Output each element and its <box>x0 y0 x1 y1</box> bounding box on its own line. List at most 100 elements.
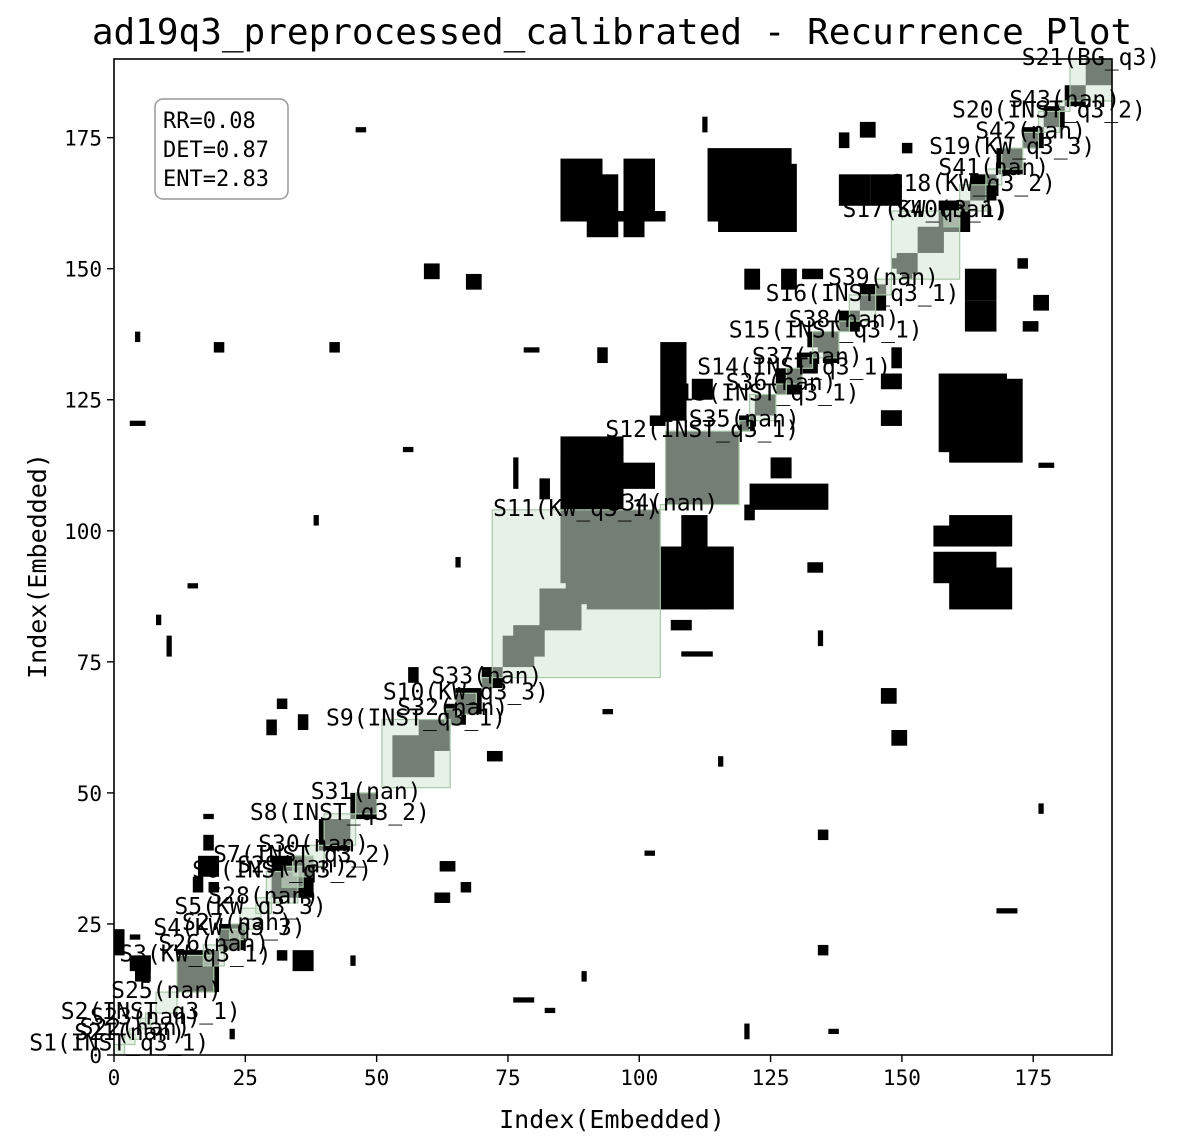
segment-label: S10(KW_q3_3) <box>383 679 549 705</box>
recurrence-point <box>691 378 713 400</box>
recurrence-point <box>276 698 288 710</box>
segment-region <box>1037 110 1061 133</box>
recurrence-point <box>486 750 503 762</box>
segment-region <box>1069 58 1113 102</box>
recurrence-point <box>455 557 461 568</box>
recurrence-point <box>870 174 902 206</box>
recurrence-point <box>828 1028 839 1035</box>
recurrence-point <box>408 667 419 683</box>
segment-label: S14(INST_q3_1) <box>697 354 891 380</box>
segment-label: S37(nan) <box>752 344 863 370</box>
recurrence-point <box>649 415 666 426</box>
recurrence-point <box>523 347 540 353</box>
segment-region <box>355 792 378 815</box>
recurrence-point <box>135 331 141 343</box>
recurrence-point <box>817 829 829 841</box>
segment-label: S15(INST_q3_1) <box>729 318 923 344</box>
segment-region <box>481 676 493 689</box>
recurrence-point <box>733 190 750 201</box>
stats-box-frame <box>154 98 289 200</box>
x-axis-ticks: 0 25 50 75 100 125 150 175 <box>108 1055 1052 1090</box>
segment-region <box>848 294 877 322</box>
segment-region <box>838 320 850 333</box>
recurrence-point <box>1033 294 1049 311</box>
recurrence-point <box>434 892 451 903</box>
segment-label: S18(KW_q3_2) <box>890 171 1056 197</box>
recurrence-point <box>156 614 162 626</box>
x-tick-label: 25 <box>233 1066 258 1090</box>
segment-label: S38(nan) <box>789 307 900 333</box>
stat-ent: ENT=2.83 <box>163 167 269 192</box>
segment-label: S26(nan) <box>158 931 269 957</box>
stat-rr: RR=0.08 <box>163 109 256 134</box>
segment-label: S34(nan) <box>608 491 719 517</box>
recurrence-point <box>891 729 908 746</box>
segment-label: S2(INST_q3_1) <box>61 999 241 1025</box>
recurrence-point <box>276 950 288 961</box>
recurrence-point <box>623 163 645 238</box>
recurrence-point <box>192 876 204 893</box>
recurrence-point <box>660 342 687 421</box>
recurrence-point <box>718 756 724 767</box>
segment-label: S33(nan) <box>432 664 543 690</box>
x-tick-label: 175 <box>1014 1066 1052 1090</box>
stats-box: RR=0.08 DET=0.87 ENT=2.83 <box>154 98 289 200</box>
segment-region <box>381 718 451 789</box>
recurrence-point <box>1038 803 1044 814</box>
segment-label: S11(KW_q3_1) <box>493 496 659 522</box>
recurrence-point <box>513 457 519 489</box>
recurrence-point <box>597 347 608 364</box>
recurrence-point <box>802 268 824 280</box>
recurrence-point <box>1022 321 1039 332</box>
segment-region <box>801 357 814 369</box>
segment-region <box>738 420 751 432</box>
segment-region <box>875 278 892 296</box>
segment-label: S36(nan) <box>726 370 837 396</box>
y-tick-label: 25 <box>77 913 102 937</box>
recurrence-point <box>702 116 708 133</box>
recurrence-point <box>644 850 656 856</box>
x-tick-label: 150 <box>883 1066 921 1090</box>
segment-region <box>1022 131 1040 149</box>
x-tick-label: 100 <box>620 1066 658 1090</box>
segment-label: S28(nan) <box>208 884 319 910</box>
segment-label: S6(INST_q3_2) <box>192 858 372 884</box>
recurrence-point <box>513 997 535 1003</box>
recurrence-point <box>129 420 146 426</box>
recurrence-point <box>681 651 713 657</box>
segment-region <box>943 210 961 228</box>
segment-labels: S1(INST_q3_1)S21(nan)S22(nan)S23(nan)S2(… <box>29 45 1160 1057</box>
recurrence-point <box>402 446 414 453</box>
recurrence-point <box>576 211 666 222</box>
recurrence-point <box>964 268 997 301</box>
recurrence-point <box>166 635 172 657</box>
stat-det: DET=0.87 <box>163 138 269 163</box>
recurrence-point <box>938 373 1007 453</box>
y-tick-label: 175 <box>64 127 102 151</box>
recurrence-point <box>781 268 797 290</box>
segment-label: S17(KW_q3_1) <box>842 197 1008 223</box>
segment-region <box>1001 147 1024 170</box>
recurrence-point <box>718 163 797 232</box>
plot-area: S1(INST_q3_1)S21(nan)S22(nan)S23(nan)S2(… <box>29 45 1160 1057</box>
recurrence-point <box>114 929 125 956</box>
segment-region <box>985 168 1003 186</box>
recurrence-point <box>770 457 792 479</box>
segment-label: S3(KW_q3_1) <box>119 941 271 967</box>
segment-region <box>454 692 478 715</box>
segment-label: S42(nan) <box>975 118 1086 144</box>
segment-label: S4(KW_q3_3) <box>153 915 305 941</box>
recurrence-point <box>933 551 997 584</box>
recurrence-point <box>807 562 824 573</box>
segment-label: S12(INST_q3_1) <box>605 417 799 443</box>
segment-label: S29(nan) <box>237 852 348 878</box>
recurrence-point <box>901 142 913 154</box>
x-tick-label: 125 <box>752 1066 790 1090</box>
y-tick-label: 0 <box>89 1044 102 1068</box>
recurrence-point <box>423 263 440 280</box>
y-tick-label: 150 <box>64 258 102 282</box>
recurrence-point <box>880 373 902 390</box>
recurrence-point <box>1017 258 1028 269</box>
segment-label: S27(nan) <box>182 910 293 936</box>
segment-label: S8(INST_q3_2) <box>250 800 430 826</box>
